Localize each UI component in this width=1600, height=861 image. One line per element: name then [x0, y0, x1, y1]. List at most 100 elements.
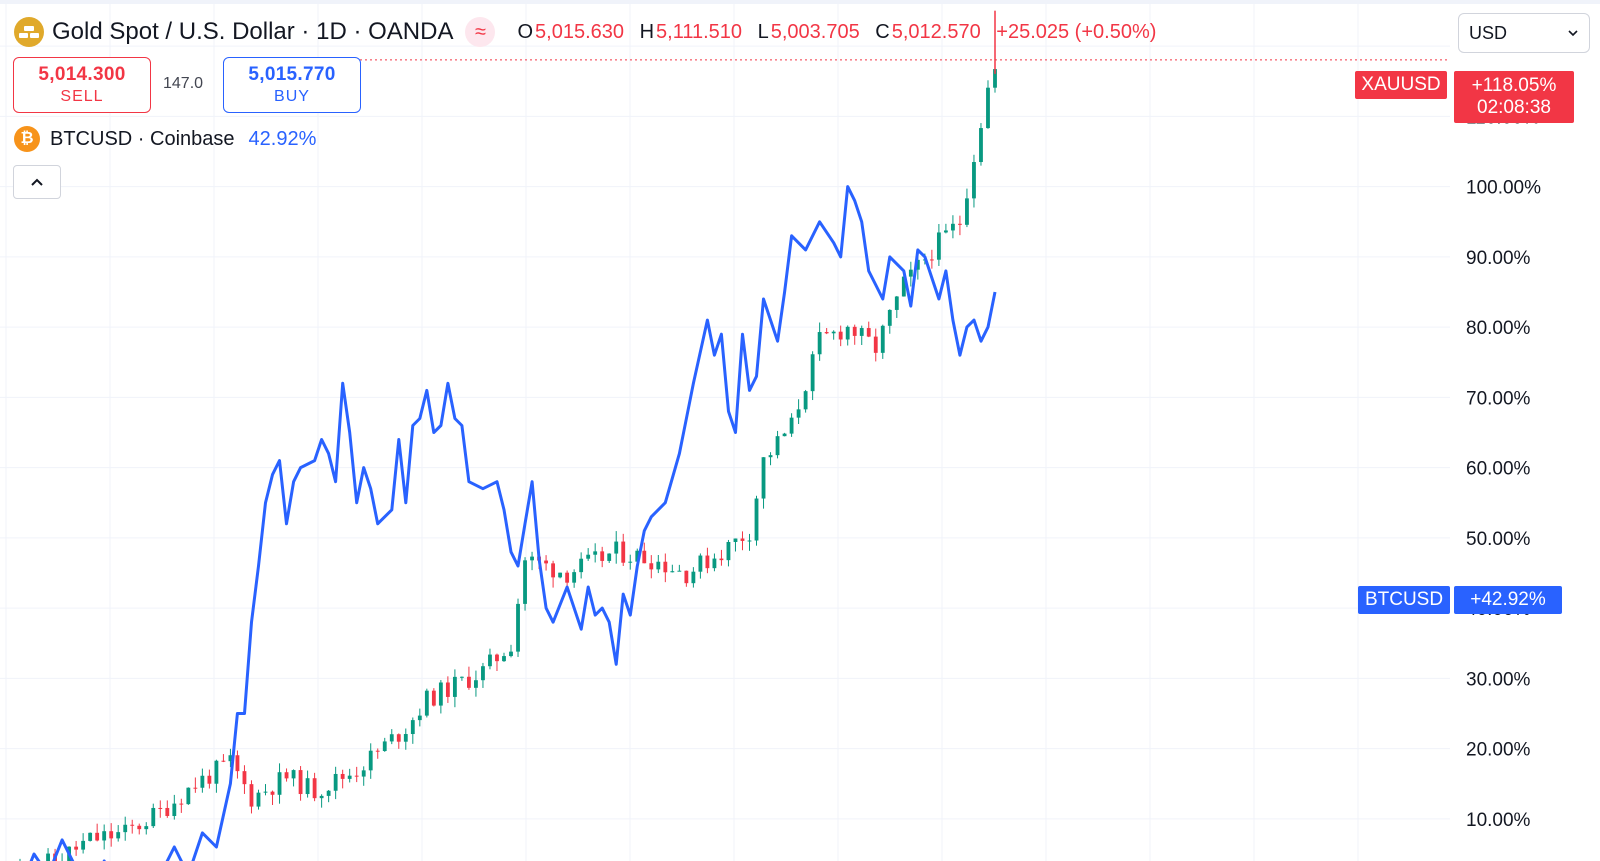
symbol-title[interactable]: Gold Spot / U.S. Dollar · 1D · OANDA	[52, 18, 454, 45]
low-value: 5,003.705	[770, 20, 860, 43]
gold-candle-body	[915, 259, 920, 270]
gold-candle-body	[46, 853, 50, 861]
gold-candle-body	[901, 276, 906, 297]
gold-candle-body	[908, 269, 913, 277]
btcusd-value-tag: +42.92%	[1454, 586, 1562, 614]
gold-candle-body	[972, 162, 976, 199]
gold-candle-body	[628, 561, 633, 563]
gold-candle-body	[761, 457, 766, 499]
gold-candle-body	[207, 775, 212, 784]
gold-candle-body	[214, 760, 219, 784]
btcusd-line-series	[29, 185, 997, 861]
change-value: +25.025 (+0.50%)	[996, 20, 1157, 43]
gold-candle-body	[691, 571, 696, 584]
gold-candle-body	[530, 556, 534, 561]
gold-candle-body	[943, 230, 948, 233]
gold-candle-body	[130, 824, 135, 826]
gold-candle-body	[831, 331, 836, 334]
gold-candle-body	[312, 778, 317, 799]
gold-candle-body	[474, 680, 478, 688]
gold-candle-body	[670, 571, 675, 573]
gold-candle-body	[74, 846, 79, 850]
gold-candle-body	[88, 832, 93, 841]
bitcoin-icon: ₿	[14, 126, 40, 152]
collapse-legend-button[interactable]	[13, 165, 61, 199]
gold-candle-body	[235, 755, 240, 772]
gold-candle-body	[523, 560, 527, 604]
market-status-icon[interactable]: ≈	[465, 17, 496, 47]
gold-candle-body	[326, 790, 331, 796]
gold-candle-body	[810, 354, 815, 392]
gold-candle-body	[179, 803, 184, 805]
gold-candle-body	[242, 771, 247, 785]
close-value: 5,012.570	[891, 20, 981, 43]
gold-candle-body	[747, 540, 752, 542]
gold-candle-body	[165, 807, 170, 817]
xauusd-value-tag: +118.05% 02:08:38	[1454, 71, 1574, 123]
gold-candle-body	[116, 832, 121, 839]
gold-candle-body	[347, 775, 352, 779]
gold-candle-body	[768, 455, 773, 458]
top-edge	[0, 0, 1600, 4]
gold-candle-body	[424, 690, 429, 716]
gold-candle-body	[263, 791, 268, 793]
gold-candle-body	[445, 682, 450, 697]
compare-symbol-row[interactable]: ₿ BTCUSD · Coinbase 42.92%	[14, 125, 316, 153]
gold-candle-body	[859, 328, 864, 336]
gold-candle-body	[993, 69, 997, 88]
xauusd-change: +118.05%	[1471, 75, 1557, 96]
y-tick-label: 50.00%	[1466, 529, 1531, 550]
xauusd-name-tag: XAUUSD	[1355, 71, 1447, 99]
gold-candle-body	[368, 750, 373, 771]
gold-candle-body	[158, 807, 163, 809]
buy-button[interactable]: 5,015.770 BUY	[223, 57, 361, 113]
gold-candle-body	[684, 570, 689, 584]
sell-price: 5,014.300	[38, 64, 126, 85]
gold-candle-body	[340, 773, 345, 779]
y-tick-label: 20.00%	[1466, 740, 1531, 761]
gold-candle-body	[894, 296, 899, 310]
sell-button[interactable]: 5,014.300 SELL	[13, 57, 151, 113]
gold-candle-body	[740, 538, 745, 541]
buy-price: 5,015.770	[248, 64, 336, 85]
y-tick-label: 70.00%	[1466, 388, 1531, 409]
gold-candle-body	[635, 550, 640, 562]
gold-candle-body	[754, 498, 759, 541]
gold-candle-body	[403, 734, 408, 742]
gold-candle-body	[705, 555, 710, 569]
gold-candle-body	[803, 391, 808, 410]
gold-candle-body	[565, 572, 570, 583]
gold-candle-body	[256, 792, 261, 807]
gold-candle-body	[488, 654, 492, 667]
gold-candle-body	[438, 682, 443, 706]
gold-candle-body	[796, 409, 801, 418]
gold-candle-body	[845, 326, 850, 340]
gold-candle-body	[586, 554, 591, 559]
gold-candle-body	[396, 734, 401, 742]
gold-candle-body	[502, 656, 506, 662]
gold-candle-body	[817, 332, 822, 355]
high-label: H	[639, 20, 655, 43]
gold-candle-body	[979, 128, 983, 163]
gold-candle-body	[277, 772, 282, 795]
btcusd-line	[29, 185, 997, 861]
compare-symbol-value: 42.92%	[248, 127, 317, 150]
y-tick-label: 100.00%	[1466, 178, 1541, 199]
gold-candle-body	[544, 560, 548, 564]
gold-candle-body	[733, 538, 738, 542]
gold-candle-body	[305, 778, 310, 795]
gold-candle-body	[880, 325, 885, 353]
gold-candle-body	[986, 87, 990, 129]
gold-candle-body	[509, 651, 513, 657]
ohlc-values: O 5,015.630 H 5,111.510 L 5,003.705 C 5,012.…	[507, 21, 1156, 44]
gold-candle-body	[319, 795, 324, 799]
y-tick-label: 60.00%	[1466, 459, 1531, 480]
gold-candle-body	[789, 417, 794, 434]
gold-candle-body	[467, 676, 471, 688]
currency-select[interactable]: USD	[1458, 13, 1590, 53]
gold-candle-body	[172, 803, 177, 817]
gold-candle-body	[607, 553, 612, 561]
gold-candle-body	[291, 770, 296, 779]
gold-candle-body	[95, 832, 100, 841]
